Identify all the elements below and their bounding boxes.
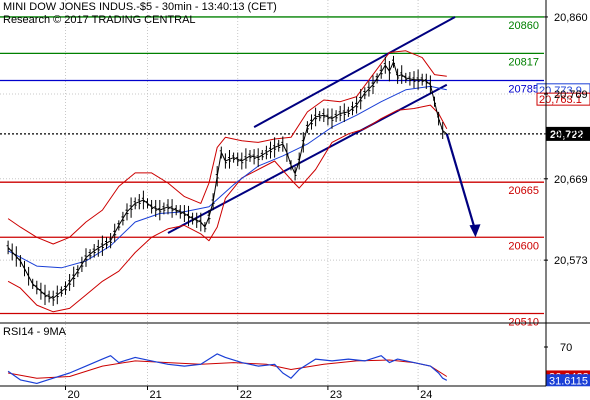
price-line	[7, 61, 448, 299]
x-tick-label: 20	[68, 389, 80, 400]
x-tick-label: 24	[420, 389, 432, 400]
value-tag-text: 20,722	[550, 129, 584, 141]
value-tag-box	[546, 126, 590, 141]
series-layer	[6, 16, 481, 384]
chart-title: MINI DOW JONES INDUS.-$5 - 30min - 13:40…	[3, 1, 277, 13]
rsi-ma-line	[8, 359, 448, 379]
grid-layer	[0, 0, 544, 386]
x-tick-label: 23	[330, 389, 342, 400]
level-label: 20817	[508, 56, 539, 68]
trend-channel-line	[253, 16, 456, 128]
x-tick-label: 22	[240, 389, 252, 400]
y-tick-label: 20,669	[554, 174, 588, 186]
level-label: 20860	[508, 20, 539, 32]
y-tick-label: 20,860	[554, 12, 588, 24]
copyright-label: Research © 2017 TRADING CENTRAL	[3, 14, 196, 26]
bollinger-lower-line	[7, 104, 448, 313]
rsi-value-tag-text: 31.6115	[549, 375, 588, 387]
level-label: 20600	[508, 240, 539, 252]
y-tick-label: 20,722	[554, 129, 588, 141]
trend-channel-line	[167, 83, 448, 234]
y-tick-label: 20,573	[554, 255, 588, 267]
value-tag-box	[536, 92, 590, 106]
forecast-arrow-head	[469, 224, 481, 238]
rsi-tick-label: 70	[560, 342, 572, 354]
rsi-line	[7, 353, 448, 384]
value-tag-text: 20,763.1	[539, 94, 582, 106]
forecast-arrow-line	[445, 133, 477, 232]
y-tick-label: 20,769	[554, 89, 588, 101]
level-label: 20665	[508, 185, 539, 197]
bollinger-upper-line	[7, 50, 447, 245]
moving-average-line	[7, 85, 447, 269]
value-tags-layer: 20,773.920,763.120,72236.042831.6115	[536, 83, 590, 387]
rsi-panel-title: RSI14 - 9MA	[3, 326, 66, 338]
x-tick-label: 21	[150, 389, 162, 400]
rsi-value-tag-box	[546, 374, 590, 387]
level-label: 20785	[508, 84, 539, 96]
